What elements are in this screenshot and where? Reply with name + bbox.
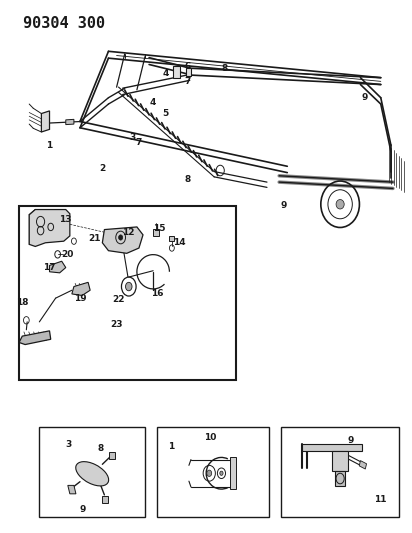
Text: 22: 22 bbox=[112, 295, 125, 304]
Bar bbox=[281, 427, 399, 517]
Text: 5: 5 bbox=[162, 109, 169, 118]
Polygon shape bbox=[229, 457, 236, 489]
Text: 9: 9 bbox=[79, 505, 86, 514]
Text: 2: 2 bbox=[99, 164, 105, 173]
Bar bbox=[19, 206, 236, 380]
Text: 16: 16 bbox=[151, 289, 164, 298]
Polygon shape bbox=[186, 68, 191, 76]
Text: 17: 17 bbox=[43, 263, 56, 272]
Polygon shape bbox=[66, 119, 74, 125]
Text: 21: 21 bbox=[88, 234, 101, 243]
Text: 90304 300: 90304 300 bbox=[23, 16, 105, 31]
Circle shape bbox=[207, 470, 212, 477]
Text: 8: 8 bbox=[97, 444, 103, 453]
Text: 18: 18 bbox=[16, 298, 28, 307]
Text: 8: 8 bbox=[185, 175, 191, 184]
Polygon shape bbox=[102, 496, 108, 503]
Text: 9: 9 bbox=[280, 201, 286, 211]
Text: 23: 23 bbox=[110, 320, 123, 329]
Polygon shape bbox=[102, 227, 143, 253]
Text: 15: 15 bbox=[153, 224, 166, 233]
Bar bbox=[40, 427, 145, 517]
Polygon shape bbox=[169, 236, 174, 241]
Polygon shape bbox=[68, 486, 76, 494]
Text: 10: 10 bbox=[204, 433, 216, 442]
Polygon shape bbox=[173, 66, 180, 78]
Text: 19: 19 bbox=[75, 294, 87, 303]
Polygon shape bbox=[29, 209, 70, 246]
Text: 20: 20 bbox=[61, 250, 73, 259]
Polygon shape bbox=[335, 471, 345, 487]
Text: 7: 7 bbox=[136, 138, 142, 147]
Circle shape bbox=[119, 235, 123, 240]
Polygon shape bbox=[153, 229, 159, 236]
Text: 1: 1 bbox=[47, 141, 53, 150]
Polygon shape bbox=[72, 282, 90, 295]
Text: 13: 13 bbox=[59, 214, 72, 223]
Text: 4: 4 bbox=[150, 99, 156, 108]
Text: 3: 3 bbox=[130, 133, 136, 142]
Circle shape bbox=[220, 471, 223, 475]
Circle shape bbox=[126, 282, 132, 291]
Polygon shape bbox=[332, 451, 348, 471]
Text: 6: 6 bbox=[185, 62, 191, 70]
Text: 11: 11 bbox=[375, 495, 387, 504]
Polygon shape bbox=[41, 111, 49, 132]
Bar bbox=[157, 427, 269, 517]
Ellipse shape bbox=[336, 199, 344, 209]
Polygon shape bbox=[302, 444, 363, 451]
Text: 4: 4 bbox=[162, 69, 169, 78]
Text: 9: 9 bbox=[361, 93, 368, 102]
Polygon shape bbox=[359, 461, 367, 469]
Text: 8: 8 bbox=[221, 64, 227, 73]
Text: 1: 1 bbox=[169, 442, 175, 451]
Polygon shape bbox=[109, 451, 115, 459]
Polygon shape bbox=[49, 261, 66, 273]
Text: 14: 14 bbox=[173, 238, 186, 247]
Ellipse shape bbox=[76, 462, 109, 486]
Text: 3: 3 bbox=[66, 440, 72, 449]
Text: 7: 7 bbox=[185, 77, 191, 86]
Polygon shape bbox=[19, 331, 51, 344]
Text: 9: 9 bbox=[347, 436, 353, 445]
Text: 12: 12 bbox=[122, 228, 135, 237]
